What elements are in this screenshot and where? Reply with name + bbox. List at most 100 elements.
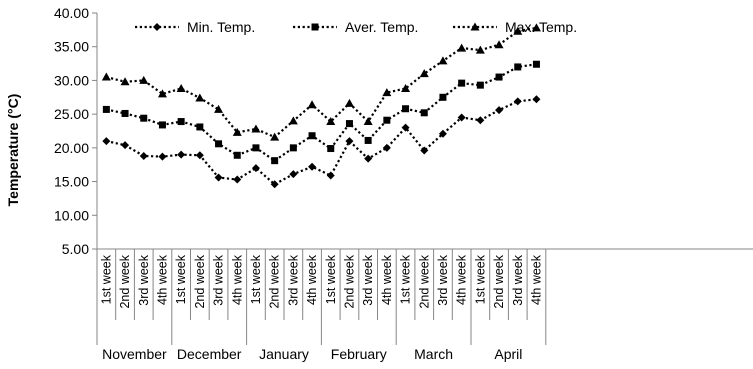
data-point-diamond (214, 173, 223, 182)
data-point-square (252, 144, 260, 152)
group-label: January (259, 346, 309, 362)
data-point-triangle (288, 116, 298, 125)
data-point-diamond (195, 151, 204, 160)
data-point-triangle (157, 89, 167, 98)
x-tick-label: 2nd week (342, 254, 356, 308)
x-tick-label: 3rd week (436, 254, 450, 305)
x-tick-label: 4th week (455, 254, 469, 305)
data-point-triangle (101, 72, 111, 81)
data-point-diamond (102, 137, 111, 146)
data-point-diamond (289, 170, 298, 179)
series-line (106, 63, 537, 163)
data-point-square (345, 120, 353, 128)
data-point-square (495, 73, 503, 81)
series-line (106, 26, 537, 139)
data-point-square (532, 60, 540, 68)
legend-label: Min. Temp. (187, 19, 255, 35)
axes-layer: 5.00 10.00 15.00 20.00 25.00 30.00 35.00 40.00 1… (54, 5, 753, 362)
data-point-diamond (382, 143, 391, 152)
data-point-diamond (420, 146, 429, 155)
x-tick-label: 1st week (324, 254, 338, 304)
data-point-triangle (363, 117, 373, 126)
y-tick-label: 5.00 (62, 241, 89, 257)
group-label: April (494, 346, 522, 362)
data-point-diamond (121, 141, 130, 150)
data-point-triangle (457, 43, 467, 52)
series-triangle (101, 23, 541, 141)
x-tick-label: 1st week (249, 254, 263, 304)
data-point-triangle (176, 84, 186, 93)
group-label: November (102, 346, 167, 362)
data-point-diamond (513, 97, 522, 106)
y-tick-label: 10.00 (54, 207, 89, 223)
data-point-square (439, 93, 447, 101)
x-tick-label: 2nd week (193, 254, 207, 308)
y-tick-label: 30.00 (54, 72, 89, 88)
data-point-triangle (470, 22, 480, 31)
data-point-triangle (195, 93, 205, 102)
data-point-triangle (494, 40, 504, 49)
x-tick-label: 3rd week (212, 254, 226, 305)
data-point-square (383, 116, 391, 124)
data-point-triangle (251, 124, 261, 133)
data-point-triangle (139, 75, 149, 84)
legend: Min. Temp. Aver. Temp. Max. Temp. (135, 19, 577, 35)
data-point-triangle (513, 26, 523, 35)
data-point-diamond (270, 180, 279, 189)
legend-label: Aver. Temp. (345, 19, 418, 35)
y-tick-label: 20.00 (54, 140, 89, 156)
x-tick-label: 4th week (305, 254, 319, 305)
data-point-diamond (153, 23, 161, 31)
data-point-diamond (139, 151, 148, 160)
data-point-diamond (532, 95, 541, 104)
legend-item: Aver. Temp. (293, 19, 418, 35)
data-point-diamond (308, 162, 317, 171)
data-point-triangle (326, 117, 336, 126)
data-point-triangle (419, 69, 429, 78)
legend-item: Min. Temp. (135, 19, 255, 35)
x-tick-label: 4th week (380, 254, 394, 305)
data-point-diamond (438, 129, 447, 138)
data-point-square (514, 63, 522, 71)
data-point-square (102, 105, 110, 113)
x-tick-label: 4th week (155, 254, 169, 305)
data-point-diamond (177, 150, 186, 159)
data-point-square (420, 109, 428, 117)
legend-label: Max. Temp. (505, 19, 577, 35)
data-point-triangle (232, 127, 242, 136)
data-point-square (402, 105, 410, 113)
series-diamond (102, 95, 541, 189)
x-tick-label: 1st week (174, 254, 188, 304)
x-tick-label: 3rd week (511, 254, 525, 305)
data-point-triangle (307, 100, 317, 109)
data-point-triangle (214, 104, 224, 113)
data-point-diamond (364, 154, 373, 163)
series-line (106, 98, 537, 186)
data-point-square (215, 140, 223, 148)
data-point-triangle (475, 45, 485, 54)
data-point-square (233, 151, 241, 159)
data-point-square (289, 144, 297, 152)
data-point-diamond (495, 106, 504, 115)
series-square (102, 60, 540, 165)
data-point-triangle (344, 98, 354, 107)
data-point-diamond (457, 113, 466, 122)
data-point-square (308, 132, 316, 140)
series-layer (101, 23, 541, 189)
x-tick-label: 3rd week (137, 254, 151, 305)
y-tick-label: 25.00 (54, 106, 89, 122)
x-tick-label: 2nd week (492, 254, 506, 308)
data-point-diamond (233, 175, 242, 184)
data-point-diamond (158, 152, 167, 161)
data-point-triangle (120, 77, 130, 86)
y-axis-label: Temperature (°C) (5, 94, 21, 207)
x-tick-label: 2nd week (268, 254, 282, 308)
data-point-square (327, 145, 335, 153)
data-point-square (140, 114, 148, 122)
data-point-square (121, 109, 129, 117)
y-tick-label: 35.00 (54, 39, 89, 55)
data-point-diamond (326, 171, 335, 180)
data-point-diamond (476, 116, 485, 125)
